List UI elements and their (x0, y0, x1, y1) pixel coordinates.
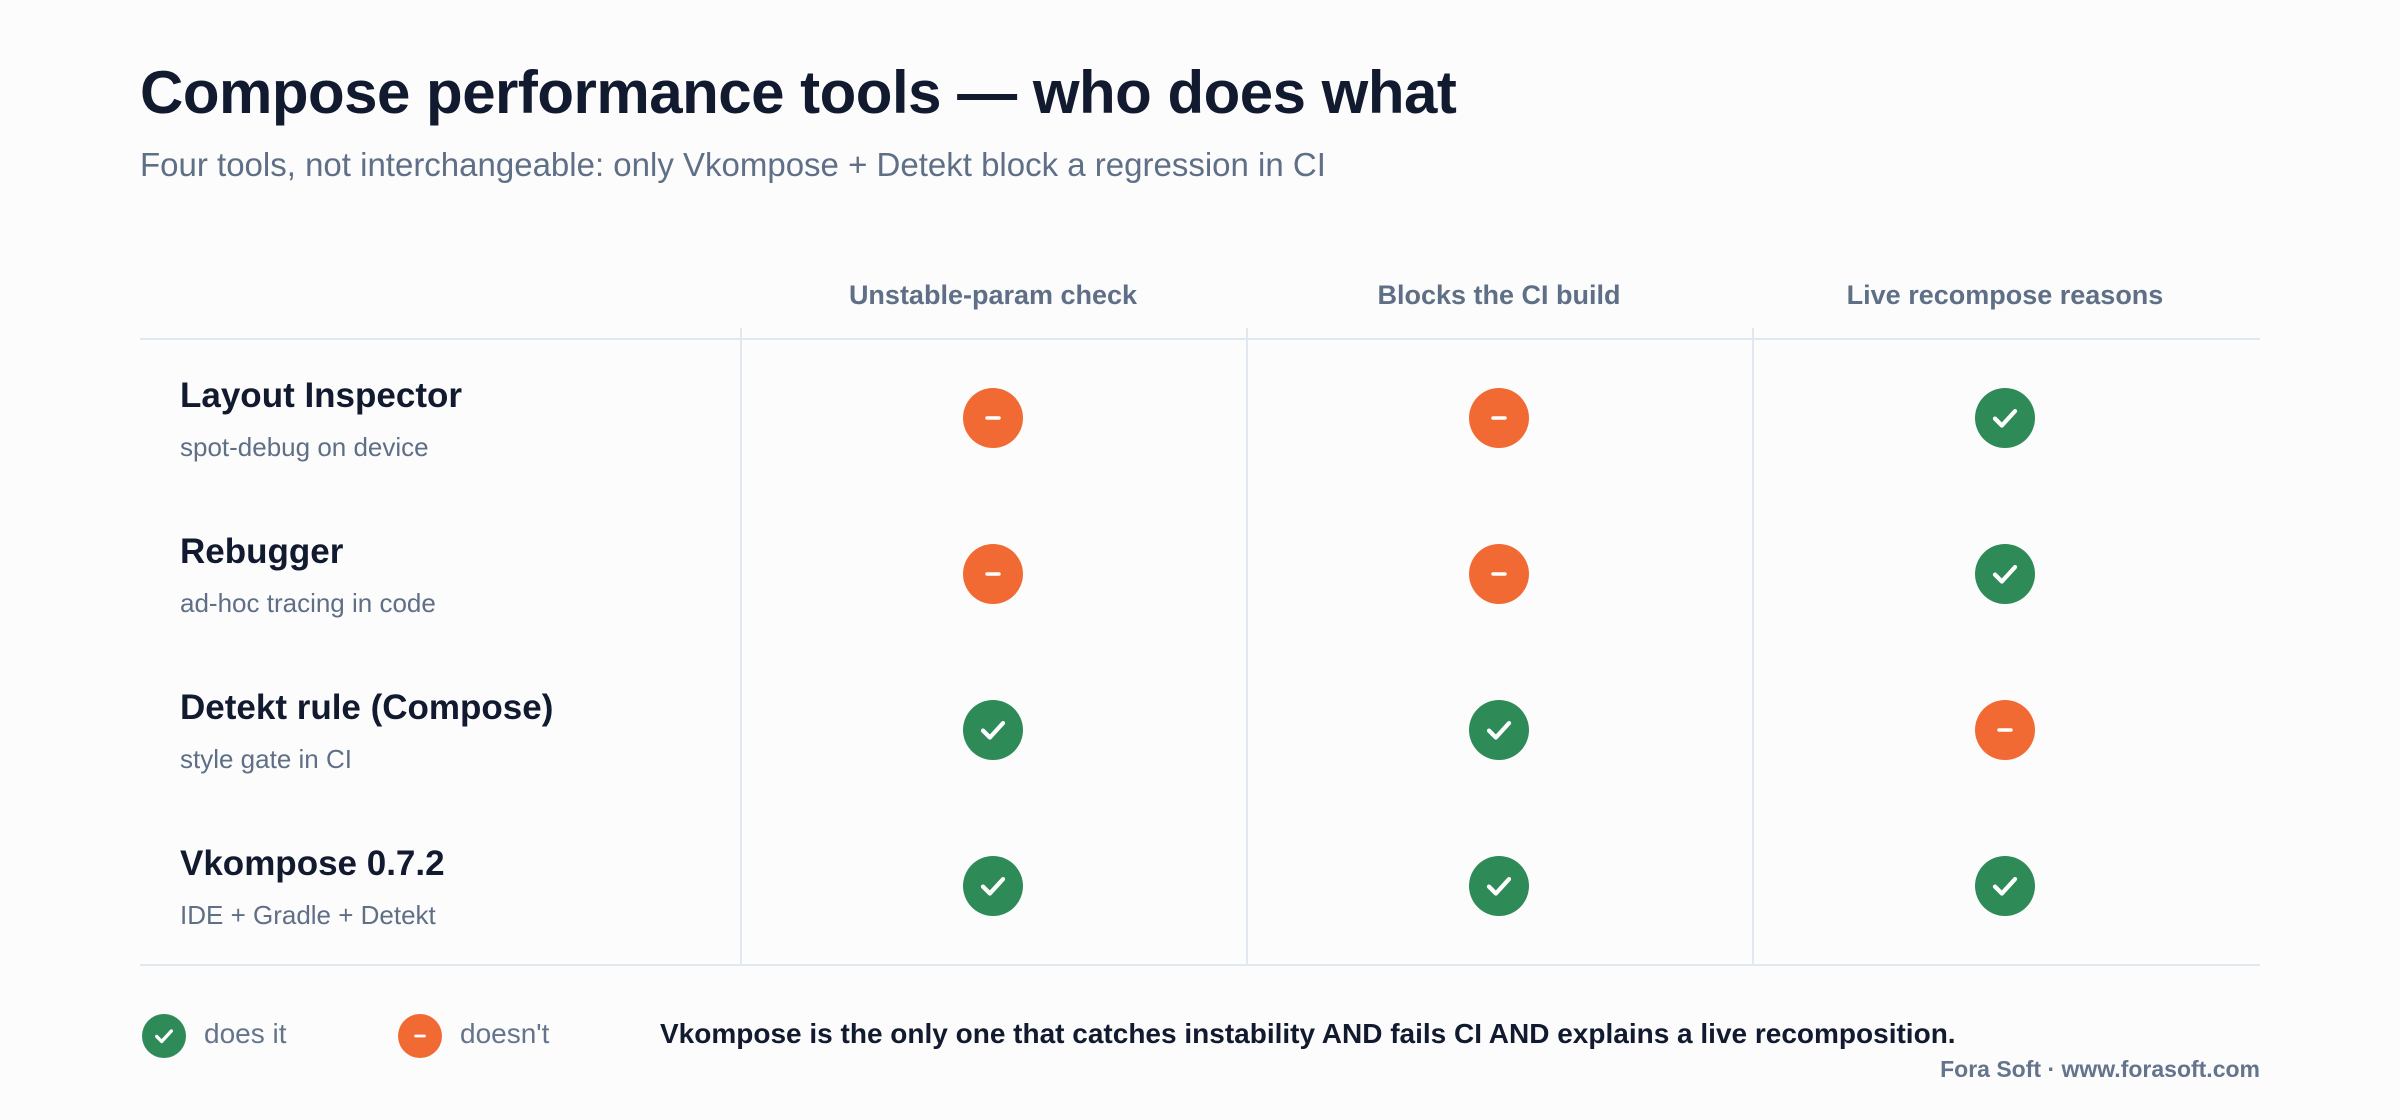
page-title: Compose performance tools — who does wha… (140, 59, 1457, 126)
minus-icon (1975, 700, 2035, 760)
column-divider (740, 328, 742, 966)
table-row: Detekt rule (Compose) style gate in CI (140, 652, 2260, 808)
check-icon (963, 856, 1023, 916)
column-divider (1246, 328, 1248, 966)
check-icon (963, 700, 1023, 760)
table-row: Vkompose 0.7.2 IDE + Gradle + Detekt (140, 808, 2260, 964)
page-subtitle: Four tools, not interchangeable: only Vk… (140, 146, 1326, 183)
column-header-blocks-ci: Blocks the CI build (1377, 280, 1621, 310)
minus-icon (1469, 388, 1529, 448)
check-icon (1975, 544, 2035, 604)
legend-no-label: doesn't (460, 1018, 550, 1049)
tool-description: IDE + Gradle + Detekt (180, 900, 436, 930)
minus-icon (963, 388, 1023, 448)
tool-description: spot-debug on device (180, 432, 429, 462)
legend-yes-label: does it (204, 1018, 287, 1049)
table-row: Rebugger ad-hoc tracing in code (140, 496, 2260, 652)
column-divider (1752, 328, 1754, 966)
legend-minus-icon (398, 1014, 442, 1058)
comparison-table: Unstable-param check Blocks the CI build… (140, 260, 2260, 966)
tool-name: Layout Inspector (180, 376, 462, 415)
table-row: Layout Inspector spot-debug on device (140, 340, 2260, 496)
check-icon (1469, 700, 1529, 760)
footnote: Vkompose is the only one that catches in… (660, 1018, 1956, 1049)
tool-name: Vkompose 0.7.2 (180, 844, 445, 883)
table-bottom-divider (140, 964, 2260, 966)
minus-icon (1469, 544, 1529, 604)
check-icon (1975, 388, 2035, 448)
column-header-unstable-param: Unstable-param check (848, 280, 1138, 310)
tool-name: Detekt rule (Compose) (180, 688, 554, 727)
credit: Fora Soft · www.forasoft.com (1940, 1056, 2260, 1082)
check-icon (1469, 856, 1529, 916)
tool-name: Rebugger (180, 532, 344, 571)
minus-icon (963, 544, 1023, 604)
column-header-live-recompose: Live recompose reasons (1846, 280, 2164, 310)
header-divider (140, 338, 2260, 340)
check-icon (1975, 856, 2035, 916)
tool-description: style gate in CI (180, 744, 352, 774)
tool-description: ad-hoc tracing in code (180, 588, 436, 618)
legend-check-icon (142, 1014, 186, 1058)
